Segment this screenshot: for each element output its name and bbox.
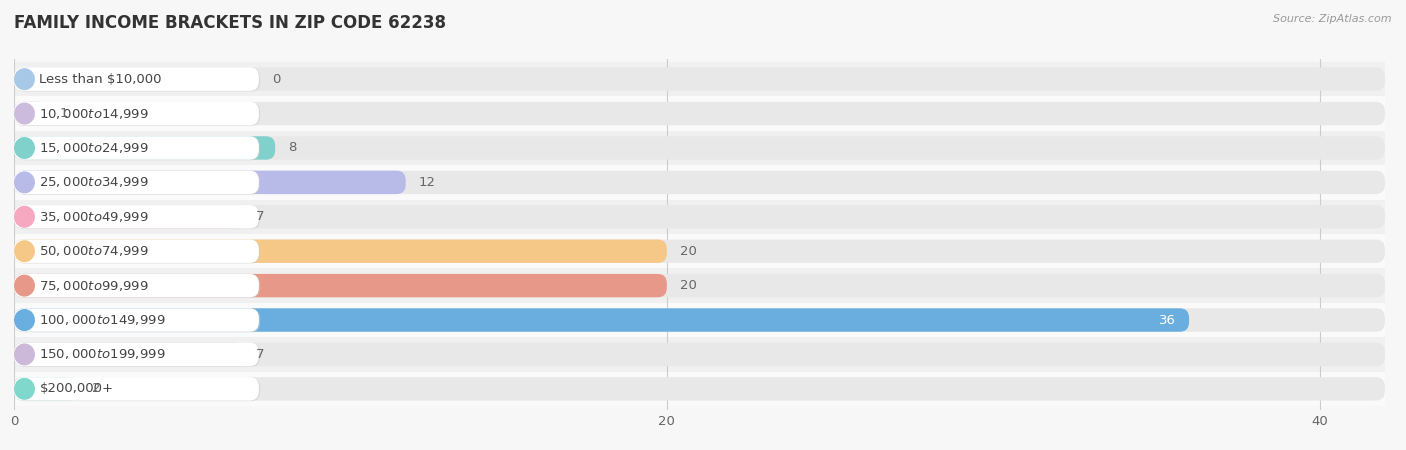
FancyBboxPatch shape <box>15 137 260 160</box>
FancyBboxPatch shape <box>14 377 79 400</box>
FancyBboxPatch shape <box>14 239 666 263</box>
Circle shape <box>14 138 34 158</box>
FancyBboxPatch shape <box>14 234 1385 268</box>
FancyBboxPatch shape <box>14 372 1385 406</box>
Text: FAMILY INCOME BRACKETS IN ZIP CODE 62238: FAMILY INCOME BRACKETS IN ZIP CODE 62238 <box>14 14 446 32</box>
Text: 12: 12 <box>419 176 436 189</box>
FancyBboxPatch shape <box>15 378 260 401</box>
FancyBboxPatch shape <box>14 62 1385 96</box>
FancyBboxPatch shape <box>14 102 1385 125</box>
FancyBboxPatch shape <box>15 68 260 91</box>
Text: $25,000 to $34,999: $25,000 to $34,999 <box>39 176 149 189</box>
Circle shape <box>14 344 34 365</box>
FancyBboxPatch shape <box>14 68 259 91</box>
FancyBboxPatch shape <box>15 103 260 126</box>
FancyBboxPatch shape <box>14 268 1385 303</box>
Circle shape <box>14 172 34 193</box>
Circle shape <box>14 275 34 296</box>
FancyBboxPatch shape <box>14 308 259 332</box>
FancyBboxPatch shape <box>14 377 1385 400</box>
FancyBboxPatch shape <box>15 309 260 333</box>
Text: 20: 20 <box>681 279 697 292</box>
FancyBboxPatch shape <box>14 165 1385 200</box>
FancyBboxPatch shape <box>14 274 666 297</box>
Text: $35,000 to $49,999: $35,000 to $49,999 <box>39 210 149 224</box>
FancyBboxPatch shape <box>15 343 260 367</box>
Text: 0: 0 <box>271 72 280 86</box>
Text: $150,000 to $199,999: $150,000 to $199,999 <box>39 347 166 361</box>
FancyBboxPatch shape <box>14 205 243 229</box>
FancyBboxPatch shape <box>14 343 243 366</box>
Text: 2: 2 <box>93 382 101 396</box>
Text: Less than $10,000: Less than $10,000 <box>39 72 162 86</box>
FancyBboxPatch shape <box>14 102 259 125</box>
Circle shape <box>14 378 34 399</box>
FancyBboxPatch shape <box>14 200 1385 234</box>
Text: 7: 7 <box>256 210 264 223</box>
Text: $10,000 to $14,999: $10,000 to $14,999 <box>39 107 149 121</box>
Circle shape <box>14 207 34 227</box>
Circle shape <box>14 103 34 124</box>
FancyBboxPatch shape <box>14 96 1385 131</box>
FancyBboxPatch shape <box>15 171 260 195</box>
Text: $75,000 to $99,999: $75,000 to $99,999 <box>39 279 149 292</box>
FancyBboxPatch shape <box>14 274 1385 297</box>
FancyBboxPatch shape <box>14 308 1385 332</box>
FancyBboxPatch shape <box>14 102 46 125</box>
FancyBboxPatch shape <box>14 274 259 297</box>
FancyBboxPatch shape <box>14 136 259 160</box>
Circle shape <box>14 69 34 90</box>
FancyBboxPatch shape <box>14 337 1385 372</box>
FancyBboxPatch shape <box>14 171 259 194</box>
FancyBboxPatch shape <box>14 136 1385 160</box>
Circle shape <box>14 241 34 261</box>
Text: $100,000 to $149,999: $100,000 to $149,999 <box>39 313 166 327</box>
FancyBboxPatch shape <box>14 343 259 366</box>
FancyBboxPatch shape <box>15 206 260 229</box>
FancyBboxPatch shape <box>14 377 259 400</box>
Text: 36: 36 <box>1159 314 1175 327</box>
FancyBboxPatch shape <box>15 240 260 264</box>
FancyBboxPatch shape <box>14 303 1385 337</box>
FancyBboxPatch shape <box>14 205 1385 229</box>
FancyBboxPatch shape <box>14 68 1385 91</box>
Text: $50,000 to $74,999: $50,000 to $74,999 <box>39 244 149 258</box>
Text: Source: ZipAtlas.com: Source: ZipAtlas.com <box>1274 14 1392 23</box>
Text: 20: 20 <box>681 245 697 258</box>
FancyBboxPatch shape <box>14 239 1385 263</box>
Text: $200,000+: $200,000+ <box>39 382 114 396</box>
Text: $15,000 to $24,999: $15,000 to $24,999 <box>39 141 149 155</box>
FancyBboxPatch shape <box>14 308 1189 332</box>
Text: 7: 7 <box>256 348 264 361</box>
FancyBboxPatch shape <box>14 171 406 194</box>
Text: 1: 1 <box>59 107 69 120</box>
FancyBboxPatch shape <box>14 239 259 263</box>
FancyBboxPatch shape <box>14 131 1385 165</box>
FancyBboxPatch shape <box>14 205 259 229</box>
FancyBboxPatch shape <box>14 136 276 160</box>
Circle shape <box>14 310 34 330</box>
FancyBboxPatch shape <box>14 171 1385 194</box>
FancyBboxPatch shape <box>15 274 260 298</box>
FancyBboxPatch shape <box>14 343 1385 366</box>
Text: 8: 8 <box>288 141 297 154</box>
